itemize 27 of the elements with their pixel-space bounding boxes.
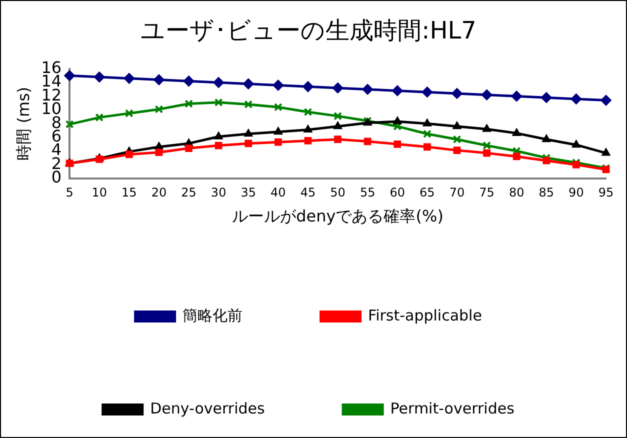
x-tick-label: 55 [360,186,376,200]
x-tick-label: 10 [92,186,107,200]
x-tick-label: 65 [420,186,435,200]
x-tick-label: 40 [270,186,286,200]
x-tick-label: 85 [538,186,554,200]
x-tick-label: 75 [479,186,494,200]
x-tick-label: 5 [66,186,74,200]
y-tick-label: 0 [51,168,62,187]
legend-label: 簡略化前 [182,306,243,324]
x-tick-label: 25 [181,186,196,200]
legend-label: First-applicable [368,306,482,324]
legend-label: Deny-overrides [150,399,265,418]
x-tick-label: 15 [122,186,137,200]
x-tick-label: 30 [210,186,226,200]
x-axis-title: ルールがdenyである確率(%) [232,206,444,226]
chart-title: ユーザ･ビューの生成時間:HL7 [140,16,476,45]
x-tick-label: 20 [151,186,167,200]
legend-label: Permit-overrides [390,399,515,418]
x-tick-label: 35 [240,186,256,200]
x-tick-label: 95 [598,186,614,200]
x-tick-label: 70 [449,186,465,200]
y-axis-title: 時間 (ms) [14,86,33,160]
x-tick-label: 90 [568,186,584,200]
x-tick-label: 80 [508,186,524,200]
x-tick-label: 50 [330,186,346,200]
x-tick-label: 60 [390,186,406,200]
x-tick-label: 45 [300,186,316,200]
